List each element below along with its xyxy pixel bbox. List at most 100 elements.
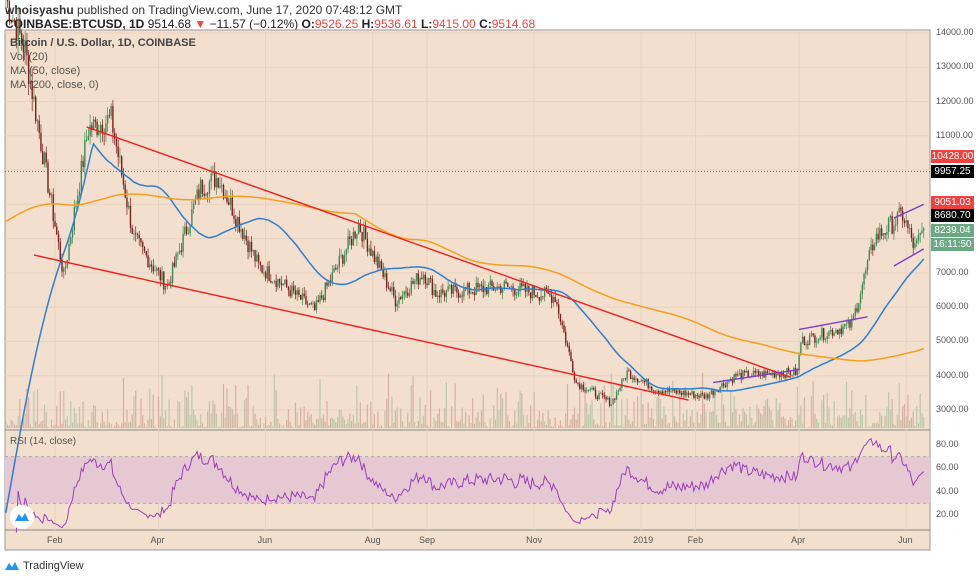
volume-bar — [866, 426, 869, 428]
volume-bar — [586, 402, 588, 428]
candle-body — [724, 385, 727, 388]
price-tag: 9957.25 — [931, 165, 974, 178]
volume-bar — [15, 425, 17, 428]
candle-body — [814, 335, 816, 343]
volume-bar — [796, 386, 798, 428]
candle-body — [747, 370, 749, 378]
candle-body — [136, 234, 139, 236]
candle-body — [321, 295, 323, 298]
candle-body — [422, 274, 425, 280]
candle-body — [129, 205, 132, 228]
candle-body — [357, 224, 360, 235]
candle-body — [838, 328, 841, 335]
volume-bar — [266, 425, 268, 428]
volume-bar — [147, 419, 149, 428]
author[interactable]: whoisyashu — [5, 3, 74, 17]
candle-body — [640, 380, 642, 382]
volume-bar — [159, 416, 161, 428]
candle-body — [291, 285, 293, 297]
volume-bar — [401, 421, 404, 428]
candle-body — [401, 294, 404, 299]
change: −11.57 (−0.12%) — [209, 17, 299, 31]
candle-body — [382, 269, 384, 277]
rsi-legend[interactable]: RSI (14, close) — [10, 436, 77, 447]
candle-body — [547, 290, 549, 294]
candle-body — [587, 390, 590, 392]
volume-bar — [389, 426, 391, 428]
candle-body — [217, 178, 219, 188]
candle-body — [593, 387, 595, 390]
candle-body — [679, 390, 681, 393]
volume-bar — [68, 425, 70, 428]
volume-bar — [300, 407, 302, 428]
candle-body — [754, 370, 756, 373]
rsi-axis-label: 60.00 — [936, 462, 959, 473]
volume-bar — [593, 419, 595, 428]
candle-body — [847, 319, 849, 324]
candle-body — [187, 233, 190, 235]
price-axis-label: 11000.00 — [936, 129, 973, 140]
legend-ma200[interactable]: MA (200, close, 0) — [10, 79, 99, 91]
candle-body — [789, 371, 792, 376]
candle-body — [870, 244, 872, 251]
candle-body — [99, 124, 102, 132]
tradingview-logo-icon[interactable] — [10, 505, 34, 529]
volume-bar — [782, 416, 784, 428]
candle-body — [324, 282, 326, 300]
candle-body — [400, 297, 402, 299]
volume-bar — [524, 426, 526, 428]
candle-body — [24, 41, 26, 53]
volume-bar — [521, 393, 523, 428]
volume-bar — [826, 392, 828, 428]
candle-body — [486, 287, 488, 295]
candle-body — [598, 393, 600, 399]
volume-bar — [66, 416, 68, 428]
volume-bar — [598, 425, 600, 428]
candle-body — [512, 286, 514, 291]
candle-body — [208, 181, 211, 195]
volume-bar — [531, 427, 533, 428]
volume-bar — [821, 400, 823, 428]
candle-body — [189, 225, 191, 234]
candle-body — [456, 286, 458, 293]
volume-bar — [691, 410, 693, 428]
candle-body — [380, 261, 383, 270]
candle-body — [875, 233, 878, 245]
candle-body — [463, 287, 465, 297]
candle-body — [828, 331, 830, 337]
volume-bar — [387, 373, 390, 428]
volume-bar — [345, 423, 347, 428]
legend-vol[interactable]: Vol (20) — [10, 51, 48, 63]
candle-body — [619, 387, 621, 391]
volume-bar — [73, 407, 75, 428]
candle-body — [154, 270, 156, 272]
candle-body — [64, 266, 67, 269]
volume-bar — [881, 415, 883, 428]
candle-body — [903, 220, 906, 223]
candle-body — [177, 253, 179, 255]
volume-bar — [243, 400, 246, 428]
rsi-axis-label: 40.00 — [936, 485, 959, 496]
channel-line — [893, 248, 925, 267]
volume-bar — [128, 422, 130, 428]
candle-body — [270, 280, 272, 283]
volume-bar — [442, 422, 444, 428]
candle-body — [315, 300, 318, 310]
candle-body — [703, 394, 706, 399]
volume-bar — [651, 408, 653, 428]
candle-body — [594, 389, 597, 397]
candle-body — [919, 233, 921, 236]
volume-bar — [170, 426, 172, 428]
candle-body — [271, 281, 274, 283]
volume-bar — [268, 424, 270, 428]
candle-body — [243, 235, 246, 239]
candle-body — [338, 255, 341, 268]
candle-body — [705, 394, 707, 399]
legend-ma50[interactable]: MA (50, close) — [10, 65, 81, 77]
volume-bar — [737, 424, 739, 428]
candle-body — [445, 290, 448, 297]
candle-body — [31, 81, 33, 100]
volume-bar — [201, 423, 204, 428]
time-axis-label: Jun — [898, 535, 913, 545]
